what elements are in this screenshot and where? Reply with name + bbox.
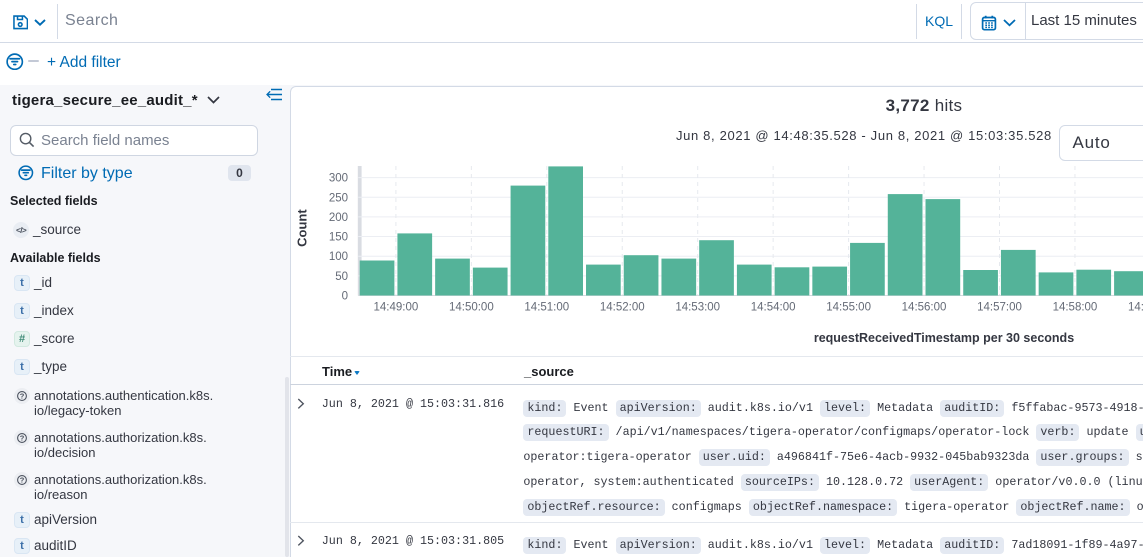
svg-text:14:57:00: 14:57:00: [977, 302, 1022, 314]
svg-text:50: 50: [335, 271, 348, 283]
svg-text:Count: Count: [295, 209, 310, 247]
svg-text:14:59:00: 14:59:00: [1128, 302, 1143, 314]
svg-text:14:55:00: 14:55:00: [826, 302, 871, 314]
svg-text:14:51:00: 14:51:00: [524, 302, 569, 314]
svg-text:0: 0: [342, 291, 348, 303]
svg-text:150: 150: [329, 232, 348, 244]
svg-text:300: 300: [329, 173, 348, 185]
svg-text:250: 250: [329, 192, 348, 204]
svg-text:100: 100: [329, 251, 348, 263]
svg-text:14:56:00: 14:56:00: [902, 302, 947, 314]
svg-text:14:53:00: 14:53:00: [675, 302, 720, 314]
svg-text:14:52:00: 14:52:00: [600, 302, 645, 314]
svg-text:200: 200: [329, 212, 348, 224]
svg-text:14:54:00: 14:54:00: [751, 302, 796, 314]
svg-text:14:58:00: 14:58:00: [1053, 302, 1098, 314]
svg-text:?: ?: [20, 433, 25, 442]
svg-text:?: ?: [20, 475, 25, 484]
svg-text:14:49:00: 14:49:00: [374, 302, 419, 314]
svg-text:?: ?: [20, 391, 25, 400]
svg-text:14:50:00: 14:50:00: [449, 302, 494, 314]
